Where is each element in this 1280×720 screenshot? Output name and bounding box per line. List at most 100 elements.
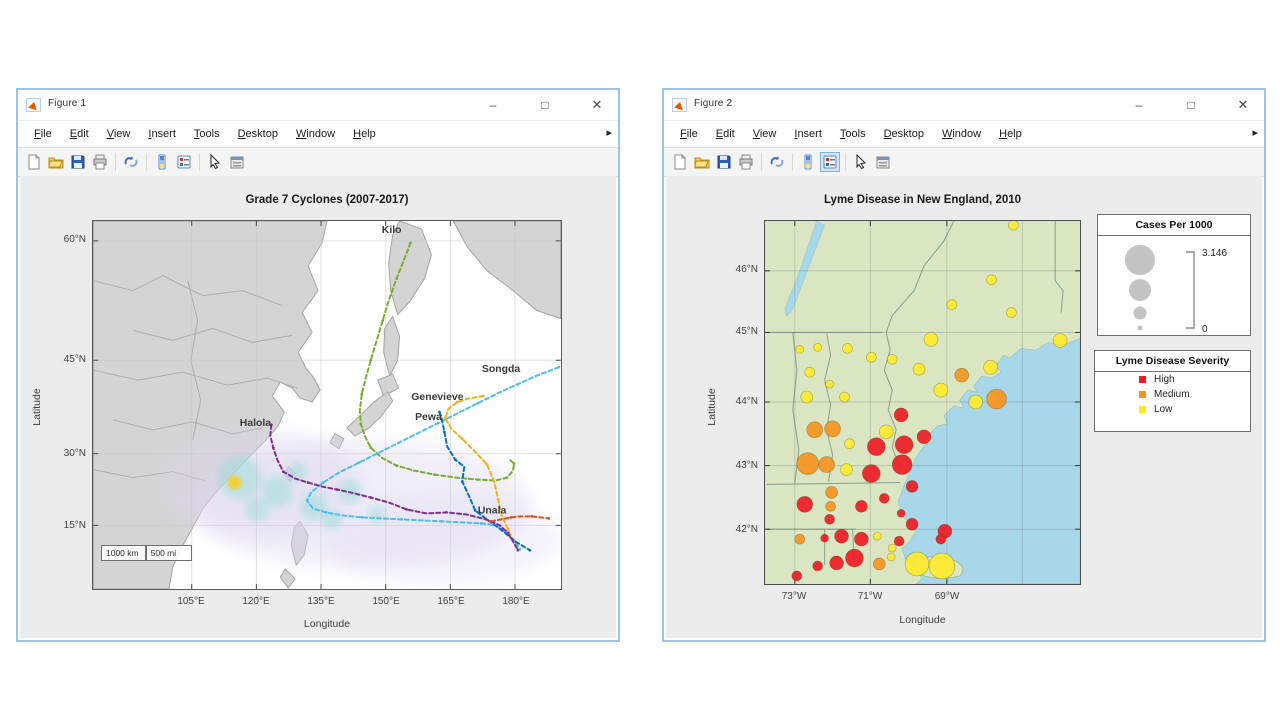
menu-desktop[interactable]: Desktop: [237, 128, 278, 140]
dock-figure-icon[interactable]: [873, 152, 893, 172]
case-bubble-low[interactable]: [887, 543, 897, 553]
case-bubble-medium[interactable]: [872, 557, 886, 571]
minimize-button[interactable]: –: [1135, 98, 1143, 112]
save-figure-icon[interactable]: [68, 152, 88, 172]
save-figure-icon[interactable]: [714, 152, 734, 172]
menu-insert[interactable]: Insert: [148, 128, 176, 140]
track-kilo[interactable]: [358, 241, 516, 482]
maximize-button[interactable]: □: [1187, 98, 1195, 112]
case-bubble-high[interactable]: [820, 533, 829, 543]
case-bubble-low[interactable]: [983, 359, 998, 375]
case-bubble-medium[interactable]: [796, 452, 820, 475]
menu-edit[interactable]: Edit: [69, 128, 89, 140]
case-bubble-low[interactable]: [986, 274, 997, 286]
link-plot-icon[interactable]: [121, 152, 141, 172]
case-bubble-low[interactable]: [866, 351, 877, 363]
print-figure-icon[interactable]: [90, 152, 110, 172]
case-bubble-high[interactable]: [896, 508, 906, 518]
maximize-button[interactable]: □: [541, 98, 549, 112]
case-bubble-medium[interactable]: [818, 456, 835, 473]
case-bubble-low[interactable]: [872, 531, 882, 541]
case-bubble-high[interactable]: [905, 517, 919, 531]
close-button[interactable]: ✕: [591, 97, 603, 112]
print-figure-icon[interactable]: [736, 152, 756, 172]
case-bubble-high[interactable]: [891, 454, 913, 475]
case-bubble-high[interactable]: [916, 429, 932, 445]
insert-legend-icon[interactable]: [174, 152, 194, 172]
case-bubble-high[interactable]: [935, 533, 947, 545]
menu-insert[interactable]: Insert: [794, 128, 822, 140]
case-bubble-high[interactable]: [894, 435, 914, 455]
severity-legend[interactable]: Lyme Disease Severity High Medium Low: [1094, 350, 1251, 432]
case-bubble-low[interactable]: [839, 391, 850, 403]
open-file-icon[interactable]: [692, 152, 712, 172]
case-bubble-medium[interactable]: [954, 367, 970, 383]
figure1-titlebar[interactable]: Figure 1 – □ ✕: [18, 90, 618, 121]
case-bubble-low[interactable]: [1052, 333, 1068, 348]
case-bubble-low[interactable]: [840, 463, 853, 476]
case-bubble-medium[interactable]: [825, 501, 836, 512]
pointer-icon[interactable]: [205, 152, 225, 172]
menu-view[interactable]: View: [106, 128, 131, 140]
case-bubble-low[interactable]: [813, 343, 822, 352]
new-figure-icon[interactable]: [670, 152, 690, 172]
insert-colorbar-icon[interactable]: [798, 152, 818, 172]
menu-window[interactable]: Window: [941, 128, 982, 140]
case-bubble-high[interactable]: [893, 535, 905, 547]
case-bubble-high[interactable]: [893, 407, 909, 423]
link-plot-icon[interactable]: [767, 152, 787, 172]
open-file-icon[interactable]: [46, 152, 66, 172]
case-bubble-high[interactable]: [791, 570, 803, 582]
insert-legend-icon[interactable]: [820, 152, 840, 172]
figure2-titlebar[interactable]: Figure 2 – □ ✕: [664, 90, 1264, 121]
size-legend[interactable]: Cases Per 1000 3.146 0: [1097, 214, 1251, 336]
menu-help[interactable]: Help: [999, 128, 1022, 140]
insert-colorbar-icon[interactable]: [152, 152, 172, 172]
case-bubble-high[interactable]: [829, 555, 844, 571]
case-bubble-low[interactable]: [933, 382, 949, 398]
case-bubble-low[interactable]: [923, 332, 939, 347]
case-bubble-low[interactable]: [1008, 219, 1019, 231]
menu-window[interactable]: Window: [295, 128, 336, 140]
minimize-button[interactable]: –: [489, 98, 497, 112]
case-bubble-high[interactable]: [905, 480, 919, 493]
menu-overflow-icon[interactable]: ▸: [1252, 127, 1258, 139]
case-bubble-low[interactable]: [886, 552, 896, 562]
menu-edit[interactable]: Edit: [715, 128, 735, 140]
case-bubble-high[interactable]: [824, 513, 835, 525]
case-bubble-high[interactable]: [854, 531, 869, 547]
case-bubble-high[interactable]: [834, 528, 849, 544]
case-bubble-high[interactable]: [867, 437, 886, 457]
case-bubble-medium[interactable]: [794, 533, 806, 545]
case-bubble-low[interactable]: [844, 438, 855, 450]
case-bubble-low[interactable]: [878, 424, 894, 440]
menu-tools[interactable]: Tools: [193, 128, 220, 140]
case-bubble-medium[interactable]: [825, 486, 838, 499]
case-bubble-medium[interactable]: [986, 388, 1007, 410]
case-bubble-low[interactable]: [968, 394, 983, 410]
menu-overflow-icon[interactable]: ▸: [606, 127, 612, 139]
case-bubble-low[interactable]: [804, 366, 816, 378]
case-bubble-medium[interactable]: [806, 421, 823, 439]
case-bubble-high[interactable]: [878, 493, 890, 504]
menu-view[interactable]: View: [752, 128, 777, 140]
case-bubble-low[interactable]: [886, 353, 898, 365]
menu-file[interactable]: File: [34, 128, 52, 140]
menu-file[interactable]: File: [680, 128, 698, 140]
track-unala[interactable]: [490, 515, 550, 523]
cyclone-map-plot[interactable]: Kilo Songda Genevieve Pewa Halola Unala 1000 k…: [92, 220, 562, 590]
case-bubble-low[interactable]: [825, 379, 834, 389]
case-bubble-low[interactable]: [928, 552, 956, 580]
case-bubble-medium[interactable]: [824, 420, 841, 438]
menu-help[interactable]: Help: [353, 128, 376, 140]
lyme-map-plot[interactable]: [764, 219, 1081, 585]
case-bubble-high[interactable]: [812, 560, 823, 572]
case-bubble-low[interactable]: [946, 299, 958, 310]
case-bubble-high[interactable]: [796, 496, 814, 513]
new-figure-icon[interactable]: [24, 152, 44, 172]
menu-tools[interactable]: Tools: [839, 128, 866, 140]
case-bubble-low[interactable]: [842, 343, 853, 354]
case-bubble-high[interactable]: [845, 548, 864, 568]
track-genevieve[interactable]: [444, 395, 516, 546]
pointer-icon[interactable]: [851, 152, 871, 172]
